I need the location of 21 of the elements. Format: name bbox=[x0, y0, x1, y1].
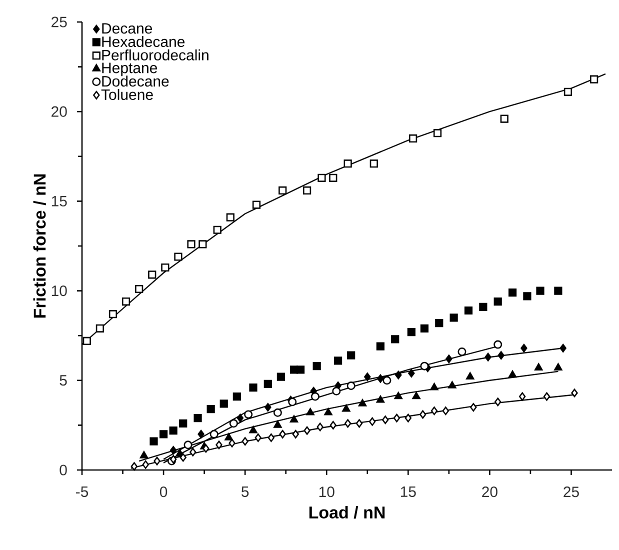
y-tick-label: 5 bbox=[60, 375, 67, 386]
y-tick-label: 15 bbox=[52, 196, 67, 206]
legend-label: Toluene bbox=[101, 88, 153, 100]
x-tick-label: 25 bbox=[564, 486, 579, 498]
legend-label: Dodecane bbox=[102, 76, 169, 87]
x-axis-title: Load / nN bbox=[309, 506, 385, 519]
y-tick-label: 20 bbox=[52, 106, 67, 117]
x-tick-label: 15 bbox=[400, 486, 416, 497]
x-tick-label: -5 bbox=[76, 486, 88, 497]
legend-label: Heptane bbox=[102, 62, 158, 76]
legend-label: Decane bbox=[102, 23, 152, 34]
x-tick-label: 20 bbox=[482, 486, 498, 498]
x-tick-label: 5 bbox=[242, 486, 249, 497]
x-tick-label: 10 bbox=[319, 486, 334, 498]
y-axis-title: Friction force / nN bbox=[33, 174, 46, 318]
y-tick-label: 0 bbox=[60, 464, 67, 476]
legend-label: Hexadecane bbox=[102, 36, 185, 48]
x-tick-label: 0 bbox=[160, 486, 168, 498]
y-tick-label: 10 bbox=[52, 285, 67, 296]
legend-label: Perfluorodecalin bbox=[102, 49, 208, 60]
y-tick-label: 25 bbox=[52, 16, 67, 28]
